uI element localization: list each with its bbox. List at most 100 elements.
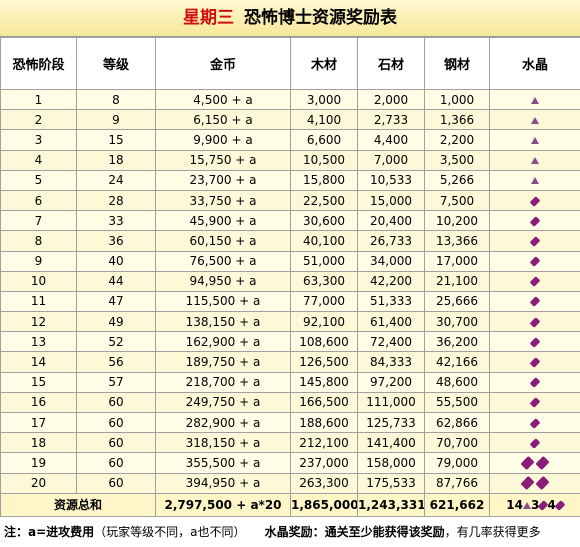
level-cell: 24 <box>77 170 156 190</box>
stone-cell: 111,000 <box>358 392 425 412</box>
crystal-cell <box>490 150 580 170</box>
wood-cell: 166,500 <box>291 392 358 412</box>
stone-cell: 42,200 <box>358 271 425 291</box>
steel-cell: 1,000 <box>425 90 490 110</box>
header-cell: 钢材 <box>425 38 490 90</box>
stone-cell: 125,733 <box>358 413 425 433</box>
stone-cell: 175,533 <box>358 473 425 493</box>
stone-cell: 7,000 <box>358 150 425 170</box>
gold-cell: 189,750 + a <box>156 352 291 372</box>
stage-cell: 3 <box>1 130 77 150</box>
wood-cell: 237,000 <box>291 453 358 473</box>
wood-cell: 263,300 <box>291 473 358 493</box>
level-cell: 36 <box>77 231 156 251</box>
level-cell: 40 <box>77 251 156 271</box>
stone-cell: 51,333 <box>358 291 425 311</box>
wood-cell: 92,100 <box>291 312 358 332</box>
level-cell: 57 <box>77 372 156 392</box>
stone-cell: 34,000 <box>358 251 425 271</box>
level-cell: 60 <box>77 413 156 433</box>
wood-cell: 51,000 <box>291 251 358 271</box>
crystal-icon <box>535 476 549 490</box>
crystal-icon <box>531 117 539 124</box>
stage-cell: 19 <box>1 453 77 473</box>
gold-cell: 318,150 + a <box>156 433 291 453</box>
wood-cell: 188,600 <box>291 413 358 433</box>
stage-cell: 14 <box>1 352 77 372</box>
stage-cell: 15 <box>1 372 77 392</box>
total-stone: 1,243,331 <box>358 493 425 516</box>
gold-cell: 394,950 + a <box>156 473 291 493</box>
crystal-icon <box>530 438 541 449</box>
stage-cell: 12 <box>1 312 77 332</box>
steel-cell: 79,000 <box>425 453 490 473</box>
crystal-cell <box>490 110 580 130</box>
level-cell: 18 <box>77 150 156 170</box>
gold-cell: 249,750 + a <box>156 392 291 412</box>
crystal-count: 14 <box>506 498 523 512</box>
gold-cell: 162,900 + a <box>156 332 291 352</box>
level-cell: 47 <box>77 291 156 311</box>
wood-cell: 77,000 <box>291 291 358 311</box>
stage-cell: 8 <box>1 231 77 251</box>
crystal-icon <box>530 317 541 328</box>
level-cell: 33 <box>77 211 156 231</box>
crystal-icon <box>530 377 541 388</box>
wood-cell: 212,100 <box>291 433 358 453</box>
stage-cell: 6 <box>1 190 77 210</box>
crystal-cell <box>490 372 580 392</box>
steel-cell: 13,366 <box>425 231 490 251</box>
crystal-note-bold: 水晶奖励：通关至少能获得该奖励 <box>265 525 445 539</box>
gold-cell: 23,700 + a <box>156 170 291 190</box>
title-text: 恐怖博士资源奖励表 <box>244 8 397 28</box>
steel-cell: 55,500 <box>425 392 490 412</box>
steel-cell: 5,266 <box>425 170 490 190</box>
stone-cell: 141,400 <box>358 433 425 453</box>
wood-cell: 126,500 <box>291 352 358 372</box>
header-cell: 金币 <box>156 38 291 90</box>
crystal-cell <box>490 90 580 110</box>
level-cell: 60 <box>77 453 156 473</box>
crystal-icon <box>521 476 535 490</box>
steel-cell: 62,866 <box>425 413 490 433</box>
gold-cell: 9,900 + a <box>156 130 291 150</box>
stage-cell: 18 <box>1 433 77 453</box>
steel-cell: 48,600 <box>425 372 490 392</box>
total-label: 资源总和 <box>1 493 156 516</box>
steel-cell: 30,700 <box>425 312 490 332</box>
stage-cell: 5 <box>1 170 77 190</box>
crystal-icon <box>531 97 539 104</box>
gold-cell: 76,500 + a <box>156 251 291 271</box>
crystal-icon <box>530 297 541 308</box>
crystal-icon <box>531 157 539 164</box>
stage-cell: 17 <box>1 413 77 433</box>
wood-cell: 6,600 <box>291 130 358 150</box>
crystal-icon <box>523 502 531 509</box>
gold-cell: 4,500 + a <box>156 90 291 110</box>
steel-cell: 25,666 <box>425 291 490 311</box>
steel-cell: 36,200 <box>425 332 490 352</box>
level-cell: 52 <box>77 332 156 352</box>
crystal-icon <box>530 236 541 247</box>
title-bar: 星期三恐怖博士资源奖励表 <box>0 0 580 37</box>
level-cell: 44 <box>77 271 156 291</box>
stage-cell: 4 <box>1 150 77 170</box>
header-cell: 水晶 <box>490 38 580 90</box>
level-cell: 56 <box>77 352 156 372</box>
gold-cell: 15,750 + a <box>156 150 291 170</box>
steel-cell: 10,200 <box>425 211 490 231</box>
stone-cell: 20,400 <box>358 211 425 231</box>
crystal-cell <box>490 170 580 190</box>
